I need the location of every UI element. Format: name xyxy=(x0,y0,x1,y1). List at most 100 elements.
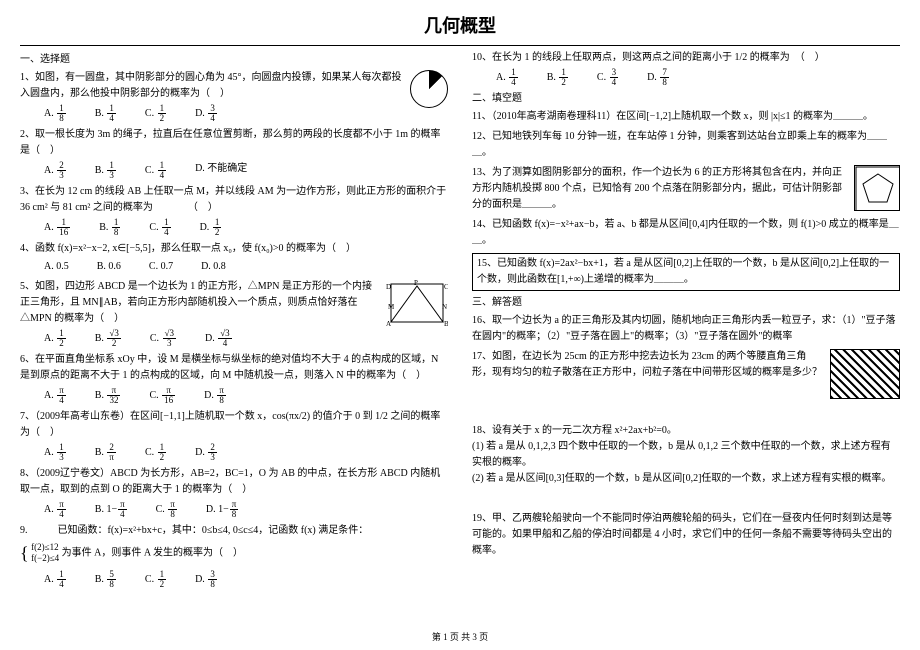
opt: D. 不能确定 xyxy=(195,161,247,180)
q4-stem: 4、函数 f(x)=x²−x−2, x∈[−5,5]，那么任取一点 x₀，使 f… xyxy=(20,241,448,257)
q11: 11、（2010年高考湖南卷理科11）在区间[−1,2]上随机取一个数 x，则 … xyxy=(472,109,900,125)
q19: 19、甲、乙两艘轮船驶向一个不能同时停泊两艘轮船的码头，它们在一昼夜内任何时刻到… xyxy=(472,511,900,559)
opt: A. 13 xyxy=(44,443,67,462)
q12: 12、已知地铁列车每 10 分钟一班，在车站停 1 分钟，则乘客到达站台立即乘上… xyxy=(472,129,900,161)
q7-stem: 7、（2009年高考山东卷）在区间[−1,1]上随机取一个数 x，cos(πx/… xyxy=(20,409,448,441)
q5-stem: 5、如图，四边形 ABCD 是一个边长为 1 的正方形，△MPN 是正方形的一个… xyxy=(20,279,448,327)
q19-text: 19、甲、乙两艘轮船驶向一个不能同时停泊两艘轮船的码头，它们在一昼夜内任何时刻到… xyxy=(472,511,900,559)
q17: 17、如图，在边长为 25cm 的正方形中挖去边长为 23cm 的两个等腰直角三… xyxy=(472,349,900,419)
q9-cond: { f(2)≤12f(−2)≤4 为事件 A，则事件 A 发生的概率为（ ） xyxy=(20,539,448,568)
svg-text:C: C xyxy=(444,283,448,291)
q9-stem: 9. 已知函数：f(x)=x²+bx+c，其中：0≤b≤4, 0≤c≤4，记函数… xyxy=(20,523,448,539)
q18-stem: 18、设有关于 x 的一元二次方程 x²+2ax+b²=0。 xyxy=(472,423,900,439)
q13-text: 13、为了测算如图阴影部分的面积，作一个边长为 6 的正方形将其包含在内，并向正… xyxy=(472,165,900,213)
opt: C. 14 xyxy=(145,161,167,180)
pie-icon xyxy=(410,70,448,108)
opt: C. π16 xyxy=(149,386,176,405)
column-right: 10、在长为 1 的线段上任取两点，则这两点之间的距离小于 1/2 的概率为 （… xyxy=(472,50,900,593)
opt: D. 0.8 xyxy=(201,259,226,275)
svg-text:M: M xyxy=(388,303,395,311)
column-left: 一、选择题 1、如图，有一圆盘，其中阴影部分的圆心角为 45°，向圆盘内投镖，如… xyxy=(20,50,448,593)
opt: C. π8 xyxy=(156,500,178,519)
q7: 7、（2009年高考山东卷）在区间[−1,1]上随机取一个数 x，cos(πx/… xyxy=(20,409,448,462)
q4-opts: A. 0.5 B. 0.6 C. 0.7 D. 0.8 xyxy=(44,259,448,275)
opt: C. 14 xyxy=(149,218,171,237)
two-column-layout: 一、选择题 1、如图，有一圆盘，其中阴影部分的圆心角为 45°，向圆盘内投镖，如… xyxy=(20,50,900,593)
page-footer: 第 1 页 共 3 页 xyxy=(0,630,920,644)
q3: 3、在长为 12 cm 的线段 AB 上任取一点 M，并以线段 AM 为一边作方… xyxy=(20,184,448,237)
opt: C. √33 xyxy=(150,329,177,348)
q1: 1、如图，有一圆盘，其中阴影部分的圆心角为 45°，向圆盘内投镖，如果某人每次都… xyxy=(20,70,448,123)
opt: A. 18 xyxy=(44,104,67,123)
q3-opts: A. 116 B. 18 C. 14 D. 12 xyxy=(44,218,448,237)
opt: B. 12 xyxy=(547,68,569,87)
q9: 9. 已知函数：f(x)=x²+bx+c，其中：0≤b≤4, 0≤c≤4，记函数… xyxy=(20,523,448,589)
opt: D. 38 xyxy=(195,570,218,589)
q16: 16、取一个边长为 a 的正三角形及其内切圆，随机地向正三角形内丢一粒豆子，求：… xyxy=(472,313,900,345)
q2-opts: A. 23 B. 13 C. 14 D. 不能确定 xyxy=(44,161,448,180)
opt: C. 12 xyxy=(145,570,167,589)
q18-p2: (2) 若 a 是从区间[0,3]任取的一个数，b 是从区间[0,2]任取的一个… xyxy=(472,471,900,487)
opt: C. 12 xyxy=(145,104,167,123)
svg-text:P: P xyxy=(414,279,418,287)
opt: A. 116 xyxy=(44,218,71,237)
q4: 4、函数 f(x)=x²−x−2, x∈[−5,5]，那么任取一点 x₀，使 f… xyxy=(20,241,448,275)
q2: 2、取一根长度为 3m 的绳子，拉直后在任意位置剪断，那么剪的两段的长度都不小于… xyxy=(20,127,448,180)
q6: 6、在平面直角坐标系 xOy 中，设 M 是横坐标与纵坐标的绝对值均不大于 4 … xyxy=(20,352,448,405)
q8-opts: A. π4 B. 1−π4 C. π8 D. 1−π8 xyxy=(44,500,448,519)
opt: B. 13 xyxy=(95,161,117,180)
q1-stem: 1、如图，有一圆盘，其中阴影部分的圆心角为 45°，向圆盘内投镖，如果某人每次都… xyxy=(20,70,448,102)
q12-text: 12、已知地铁列车每 10 分钟一班，在车站停 1 分钟，则乘客到达站台立即乘上… xyxy=(472,129,900,161)
opt: D. 23 xyxy=(195,443,218,462)
q5: DC AB P MN 5、如图，四边形 ABCD 是一个边长为 1 的正方形，△… xyxy=(20,279,448,348)
opt: D. 1−π8 xyxy=(206,500,239,519)
opt: B. 0.6 xyxy=(97,259,121,275)
opt: B. 18 xyxy=(99,218,121,237)
opt: A. 23 xyxy=(44,161,67,180)
brace-icon: { xyxy=(20,543,29,563)
q14: 14、已知函数 f(x)=−x²+ax−b，若 a、b 都是从区间[0,4]内任… xyxy=(472,217,900,249)
opt: A. 12 xyxy=(44,329,67,348)
opt: A. π4 xyxy=(44,386,67,405)
opt: A. 14 xyxy=(44,570,67,589)
opt: B. 58 xyxy=(95,570,117,589)
section-blank: 二、填空题 xyxy=(472,91,900,107)
q7-opts: A. 13 B. 2π C. 12 D. 23 xyxy=(44,443,448,462)
q10: 10、在长为 1 的线段上任取两点，则这两点之间的距离小于 1/2 的概率为 （… xyxy=(472,50,900,87)
q8: 8、（2009辽宁卷文）ABCD 为长方形，AB=2，BC=1，O 为 AB 的… xyxy=(20,466,448,519)
q2-stem: 2、取一根长度为 3m 的绳子，拉直后在任意位置剪断，那么剪的两段的长度都不小于… xyxy=(20,127,448,159)
q5-opts: A. 12 B. √32 C. √33 D. √34 xyxy=(44,329,448,348)
opt: B. 14 xyxy=(95,104,117,123)
svg-text:B: B xyxy=(444,320,448,327)
opt: D. π8 xyxy=(204,386,227,405)
opt: D. 34 xyxy=(195,104,218,123)
opt: B. 1−π4 xyxy=(95,500,128,519)
svg-text:N: N xyxy=(442,303,447,311)
q6-stem: 6、在平面直角坐标系 xOy 中，设 M 是横坐标与纵坐标的绝对值均不大于 4 … xyxy=(20,352,448,384)
q11-text: 11、（2010年高考湖南卷理科11）在区间[−1,2]上随机取一个数 x，则 … xyxy=(472,109,900,125)
rule xyxy=(20,45,900,46)
section-mc: 一、选择题 xyxy=(20,52,448,68)
doc-title: 几何概型 xyxy=(20,12,900,41)
q18: 18、设有关于 x 的一元二次方程 x²+2ax+b²=0。 (1) 若 a 是… xyxy=(472,423,900,507)
opt: B. π32 xyxy=(95,386,122,405)
q16-text: 16、取一个边长为 a 的正三角形及其内切圆，随机地向正三角形内丢一粒豆子，求：… xyxy=(472,313,900,345)
triangle-in-square-icon: DC AB P MN xyxy=(386,279,448,327)
pentagon-in-square-icon xyxy=(854,165,900,211)
q8-stem: 8、（2009辽宁卷文）ABCD 为长方形，AB=2，BC=1，O 为 AB 的… xyxy=(20,466,448,498)
svg-text:A: A xyxy=(386,320,391,327)
opt: C. 12 xyxy=(145,443,167,462)
q9-cond-text: 为事件 A，则事件 A 发生的概率为（ ） xyxy=(62,548,243,559)
q13: 13、为了测算如图阴影部分的面积，作一个边长为 6 的正方形将其包含在内，并向正… xyxy=(472,165,900,213)
q10-opts: A. 14 B. 12 C. 34 D. 78 xyxy=(496,68,900,87)
opt: D. 78 xyxy=(647,68,670,87)
section-answer: 三、解答题 xyxy=(472,295,900,311)
opt: D. √34 xyxy=(205,329,233,348)
opt: A. 0.5 xyxy=(44,259,69,275)
q3-stem: 3、在长为 12 cm 的线段 AB 上任取一点 M，并以线段 AM 为一边作方… xyxy=(20,184,448,216)
q18-p1: (1) 若 a 是从 0,1,2,3 四个数中任取的一个数，b 是从 0,1,2… xyxy=(472,439,900,471)
q1-opts: A. 18 B. 14 C. 12 D. 34 xyxy=(44,104,404,123)
opt: B. √32 xyxy=(95,329,122,348)
q15-text: 15、已知函数 f(x)=2ax²−bx+1，若 a 是从区间[0,2]上任取的… xyxy=(477,256,895,288)
opt: A. π4 xyxy=(44,500,67,519)
